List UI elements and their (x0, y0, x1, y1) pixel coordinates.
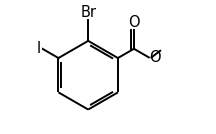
Text: O: O (128, 15, 140, 30)
Text: I: I (37, 41, 41, 56)
Text: O: O (149, 50, 161, 65)
Text: Br: Br (80, 5, 96, 20)
